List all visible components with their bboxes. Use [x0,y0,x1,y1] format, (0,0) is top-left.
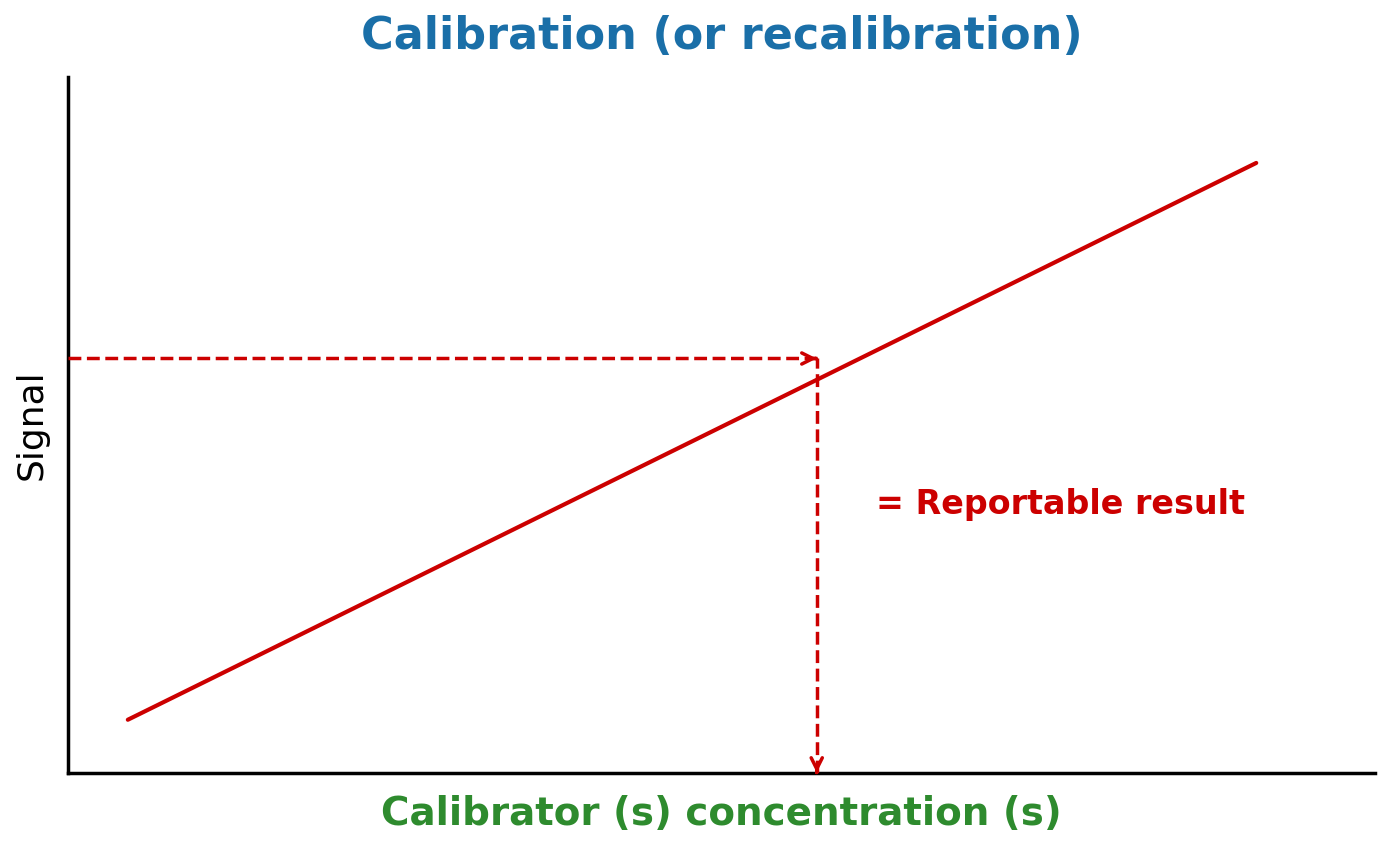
X-axis label: Calibrator (s) concentration (s): Calibrator (s) concentration (s) [381,795,1062,833]
Y-axis label: Signal: Signal [15,370,49,480]
Text: = Reportable result: = Reportable result [876,488,1245,521]
Title: Calibration (or recalibration): Calibration (or recalibration) [361,15,1083,58]
